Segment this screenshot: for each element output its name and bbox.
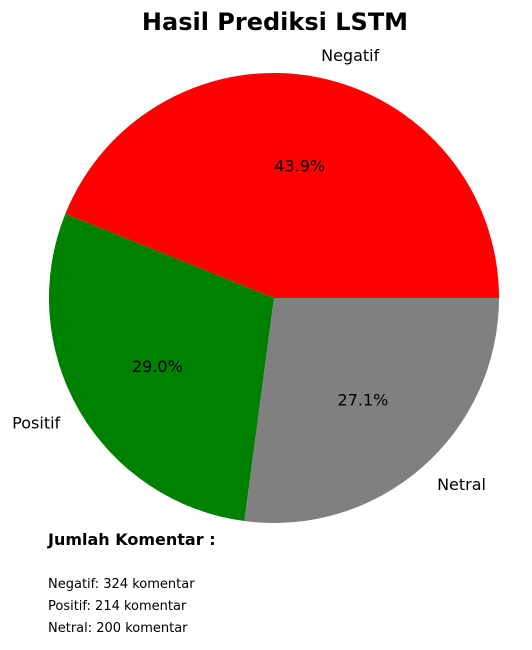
summary-heading: Jumlah Komentar :: [48, 530, 216, 549]
summary-line-netral: Netral: 200 komentar: [48, 621, 188, 636]
pie-labels: 43.9% Negatif 29.0% Positif 27.1% Netral: [12, 46, 486, 494]
chart-title: Hasil Prediksi LSTM: [142, 8, 408, 36]
pie-slices: [48, 73, 499, 523]
pie-pct-label-netral: 27.1%: [338, 391, 389, 410]
pie-slice-negatif: [65, 73, 499, 298]
summary-line-positif: Positif: 214 komentar: [48, 599, 187, 614]
pie-slice-positif: [48, 213, 274, 522]
comment-summary: Jumlah Komentar : Negatif: 324 komentar …: [48, 530, 508, 640]
pie-pct-label-negatif: 43.9%: [274, 156, 325, 175]
pie-category-label-negatif: Negatif: [321, 46, 379, 65]
pie-category-label-netral: Netral: [437, 475, 486, 494]
pie-slice-netral: [244, 298, 499, 523]
summary-line-negatif: Negatif: 324 komentar: [48, 577, 195, 592]
pie-category-label-positif: Positif: [12, 414, 60, 433]
pie-pct-label-positif: 29.0%: [132, 357, 183, 376]
